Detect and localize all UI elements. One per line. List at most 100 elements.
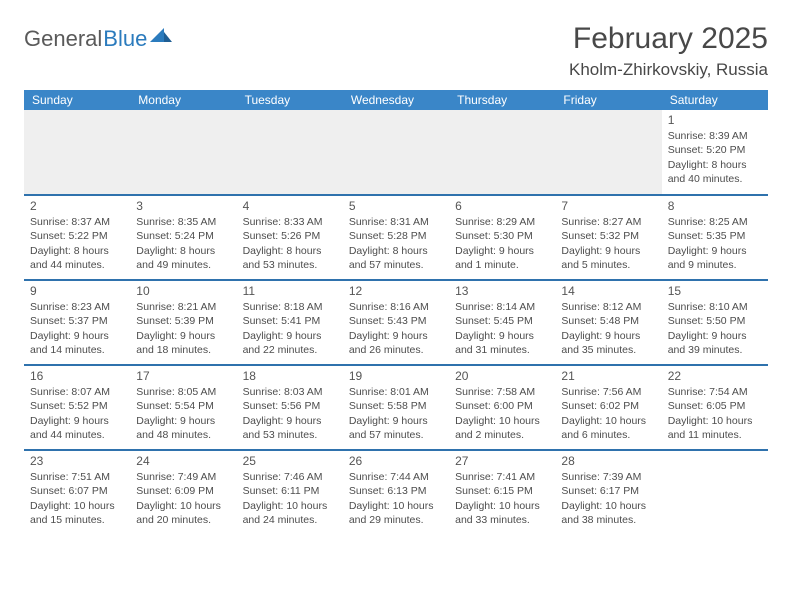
calendar-cell [662, 450, 768, 535]
day-details: Sunrise: 8:16 AMSunset: 5:43 PMDaylight:… [349, 300, 443, 357]
day-number: 10 [136, 283, 230, 299]
day-details: Sunrise: 8:23 AMSunset: 5:37 PMDaylight:… [30, 300, 124, 357]
day-details: Sunrise: 8:12 AMSunset: 5:48 PMDaylight:… [561, 300, 655, 357]
day-number: 13 [455, 283, 549, 299]
day-number: 4 [243, 198, 337, 214]
day-details: Sunrise: 7:46 AMSunset: 6:11 PMDaylight:… [243, 470, 337, 527]
calendar-body: 1Sunrise: 8:39 AMSunset: 5:20 PMDaylight… [24, 110, 768, 535]
brand-logo: GeneralBlue [24, 22, 172, 56]
day-number: 20 [455, 368, 549, 384]
day-details: Sunrise: 8:05 AMSunset: 5:54 PMDaylight:… [136, 385, 230, 442]
weekday-header: Thursday [449, 90, 555, 110]
day-number: 11 [243, 283, 337, 299]
calendar-cell: 7Sunrise: 8:27 AMSunset: 5:32 PMDaylight… [555, 195, 661, 280]
day-details: Sunrise: 8:37 AMSunset: 5:22 PMDaylight:… [30, 215, 124, 272]
day-details: Sunrise: 7:41 AMSunset: 6:15 PMDaylight:… [455, 470, 549, 527]
calendar-cell [130, 110, 236, 195]
calendar-cell: 19Sunrise: 8:01 AMSunset: 5:58 PMDayligh… [343, 365, 449, 450]
day-details: Sunrise: 8:39 AMSunset: 5:20 PMDaylight:… [668, 129, 762, 186]
calendar-cell: 23Sunrise: 7:51 AMSunset: 6:07 PMDayligh… [24, 450, 130, 535]
calendar-cell: 9Sunrise: 8:23 AMSunset: 5:37 PMDaylight… [24, 280, 130, 365]
calendar-cell [555, 110, 661, 195]
day-details: Sunrise: 8:07 AMSunset: 5:52 PMDaylight:… [30, 385, 124, 442]
brand-glyph-icon [150, 22, 172, 48]
day-details: Sunrise: 7:51 AMSunset: 6:07 PMDaylight:… [30, 470, 124, 527]
day-details: Sunrise: 8:18 AMSunset: 5:41 PMDaylight:… [243, 300, 337, 357]
day-details: Sunrise: 8:14 AMSunset: 5:45 PMDaylight:… [455, 300, 549, 357]
calendar-cell: 4Sunrise: 8:33 AMSunset: 5:26 PMDaylight… [237, 195, 343, 280]
calendar-cell: 3Sunrise: 8:35 AMSunset: 5:24 PMDaylight… [130, 195, 236, 280]
calendar-cell: 17Sunrise: 8:05 AMSunset: 5:54 PMDayligh… [130, 365, 236, 450]
day-details: Sunrise: 7:58 AMSunset: 6:00 PMDaylight:… [455, 385, 549, 442]
day-details: Sunrise: 7:39 AMSunset: 6:17 PMDaylight:… [561, 470, 655, 527]
day-details: Sunrise: 8:25 AMSunset: 5:35 PMDaylight:… [668, 215, 762, 272]
calendar-cell: 25Sunrise: 7:46 AMSunset: 6:11 PMDayligh… [237, 450, 343, 535]
day-number: 22 [668, 368, 762, 384]
day-details: Sunrise: 8:27 AMSunset: 5:32 PMDaylight:… [561, 215, 655, 272]
day-number: 17 [136, 368, 230, 384]
day-details: Sunrise: 8:10 AMSunset: 5:50 PMDaylight:… [668, 300, 762, 357]
day-number: 24 [136, 453, 230, 469]
day-number: 2 [30, 198, 124, 214]
calendar-cell: 14Sunrise: 8:12 AMSunset: 5:48 PMDayligh… [555, 280, 661, 365]
day-number: 19 [349, 368, 443, 384]
day-number: 3 [136, 198, 230, 214]
calendar-cell: 8Sunrise: 8:25 AMSunset: 5:35 PMDaylight… [662, 195, 768, 280]
day-number: 23 [30, 453, 124, 469]
calendar-cell: 15Sunrise: 8:10 AMSunset: 5:50 PMDayligh… [662, 280, 768, 365]
calendar-head: SundayMondayTuesdayWednesdayThursdayFrid… [24, 90, 768, 110]
day-details: Sunrise: 7:44 AMSunset: 6:13 PMDaylight:… [349, 470, 443, 527]
day-number: 21 [561, 368, 655, 384]
day-details: Sunrise: 8:35 AMSunset: 5:24 PMDaylight:… [136, 215, 230, 272]
title-month: February 2025 [569, 22, 768, 56]
calendar-cell: 22Sunrise: 7:54 AMSunset: 6:05 PMDayligh… [662, 365, 768, 450]
calendar-cell: 1Sunrise: 8:39 AMSunset: 5:20 PMDaylight… [662, 110, 768, 195]
calendar-cell: 24Sunrise: 7:49 AMSunset: 6:09 PMDayligh… [130, 450, 236, 535]
header: GeneralBlue February 2025 Kholm-Zhirkovs… [24, 22, 768, 80]
calendar-cell [449, 110, 555, 195]
day-number: 1 [668, 112, 762, 128]
day-number: 18 [243, 368, 337, 384]
calendar-cell: 18Sunrise: 8:03 AMSunset: 5:56 PMDayligh… [237, 365, 343, 450]
weekday-header: Saturday [662, 90, 768, 110]
calendar-cell: 21Sunrise: 7:56 AMSunset: 6:02 PMDayligh… [555, 365, 661, 450]
calendar-cell: 11Sunrise: 8:18 AMSunset: 5:41 PMDayligh… [237, 280, 343, 365]
weekday-header: Wednesday [343, 90, 449, 110]
day-number: 25 [243, 453, 337, 469]
day-number: 7 [561, 198, 655, 214]
brand-text-1: General [24, 26, 102, 52]
day-number: 6 [455, 198, 549, 214]
day-number: 12 [349, 283, 443, 299]
day-details: Sunrise: 7:56 AMSunset: 6:02 PMDaylight:… [561, 385, 655, 442]
weekday-header: Monday [130, 90, 236, 110]
calendar-cell: 27Sunrise: 7:41 AMSunset: 6:15 PMDayligh… [449, 450, 555, 535]
calendar-cell: 2Sunrise: 8:37 AMSunset: 5:22 PMDaylight… [24, 195, 130, 280]
calendar-cell [237, 110, 343, 195]
day-details: Sunrise: 8:01 AMSunset: 5:58 PMDaylight:… [349, 385, 443, 442]
calendar-cell: 5Sunrise: 8:31 AMSunset: 5:28 PMDaylight… [343, 195, 449, 280]
calendar-cell: 12Sunrise: 8:16 AMSunset: 5:43 PMDayligh… [343, 280, 449, 365]
day-number: 27 [455, 453, 549, 469]
day-number: 5 [349, 198, 443, 214]
day-number: 9 [30, 283, 124, 299]
calendar-cell: 20Sunrise: 7:58 AMSunset: 6:00 PMDayligh… [449, 365, 555, 450]
calendar-cell: 6Sunrise: 8:29 AMSunset: 5:30 PMDaylight… [449, 195, 555, 280]
day-details: Sunrise: 8:29 AMSunset: 5:30 PMDaylight:… [455, 215, 549, 272]
title-location: Kholm-Zhirkovskiy, Russia [569, 60, 768, 80]
weekday-header: Tuesday [237, 90, 343, 110]
day-number: 8 [668, 198, 762, 214]
calendar-cell: 10Sunrise: 8:21 AMSunset: 5:39 PMDayligh… [130, 280, 236, 365]
weekday-header: Friday [555, 90, 661, 110]
calendar-table: SundayMondayTuesdayWednesdayThursdayFrid… [24, 90, 768, 535]
calendar-cell: 16Sunrise: 8:07 AMSunset: 5:52 PMDayligh… [24, 365, 130, 450]
day-details: Sunrise: 8:33 AMSunset: 5:26 PMDaylight:… [243, 215, 337, 272]
calendar-cell [24, 110, 130, 195]
day-details: Sunrise: 7:49 AMSunset: 6:09 PMDaylight:… [136, 470, 230, 527]
title-block: February 2025 Kholm-Zhirkovskiy, Russia [569, 22, 768, 80]
calendar-cell: 13Sunrise: 8:14 AMSunset: 5:45 PMDayligh… [449, 280, 555, 365]
brand-text-2: Blue [103, 26, 147, 52]
calendar-cell: 26Sunrise: 7:44 AMSunset: 6:13 PMDayligh… [343, 450, 449, 535]
calendar-cell: 28Sunrise: 7:39 AMSunset: 6:17 PMDayligh… [555, 450, 661, 535]
day-number: 14 [561, 283, 655, 299]
day-number: 16 [30, 368, 124, 384]
